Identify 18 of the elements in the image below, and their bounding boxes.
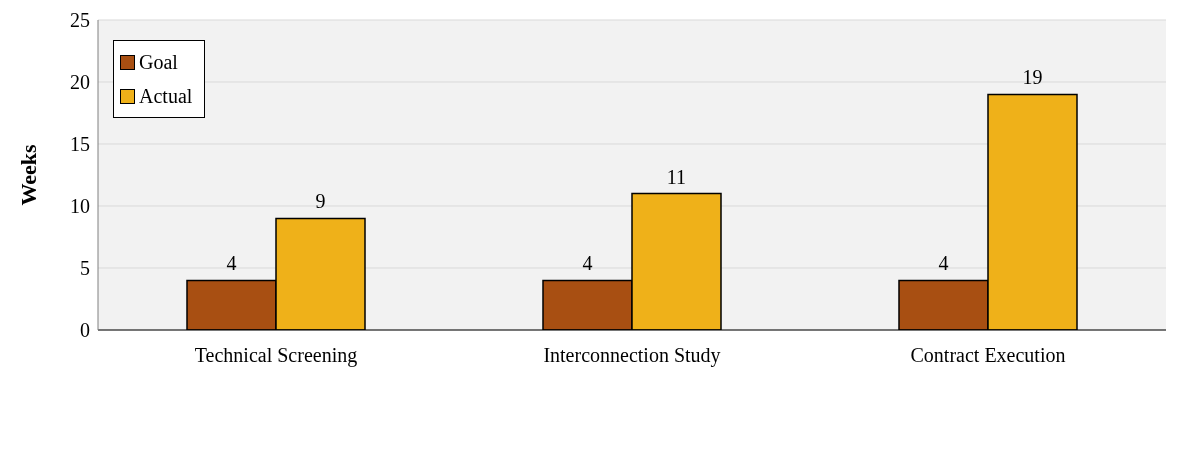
data-label: 4 <box>226 252 237 275</box>
legend-label: Actual <box>139 84 193 109</box>
data-label: 19 <box>1022 66 1043 89</box>
legend-label: Goal <box>139 50 178 75</box>
y-tick-label: 10 <box>70 195 90 218</box>
y-tick-label: 25 <box>70 9 90 32</box>
data-label: 9 <box>315 190 326 213</box>
x-tick-label: Contract Execution <box>910 344 1066 367</box>
y-axis-title: Weeks <box>15 144 41 206</box>
data-label: 11 <box>666 165 687 188</box>
y-tick-label: 5 <box>80 257 90 280</box>
y-tick-label: 15 <box>70 133 90 156</box>
data-label: 4 <box>582 252 593 275</box>
data-label: 4 <box>938 252 949 275</box>
x-tick-label: Interconnection Study <box>543 344 721 368</box>
x-tick-label: Technical Screening <box>194 344 358 368</box>
y-tick-label: 0 <box>80 319 90 342</box>
y-tick-label: 20 <box>70 71 90 94</box>
